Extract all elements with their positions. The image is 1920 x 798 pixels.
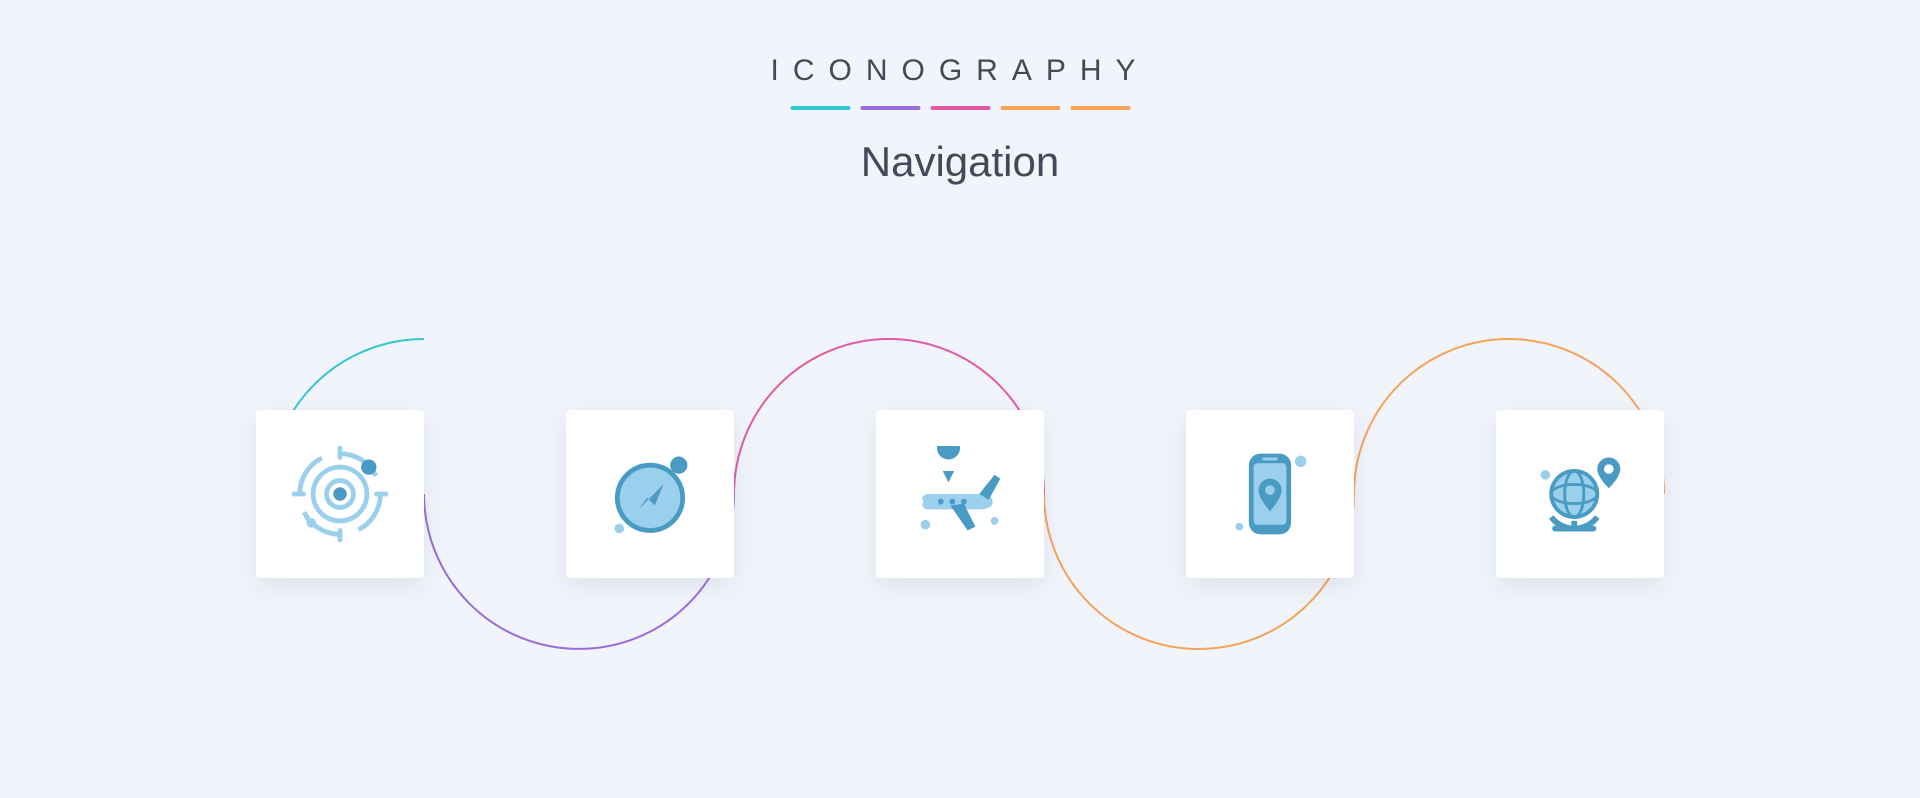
mobile-location-icon (1222, 446, 1318, 542)
header: ICONOGRAPHY Navigation (770, 54, 1149, 186)
accent-bar (930, 106, 990, 110)
accent-bar (1070, 106, 1130, 110)
accent-bar (1000, 106, 1060, 110)
icon-row (0, 410, 1920, 578)
icon-card (566, 410, 734, 578)
radar-target-icon (292, 446, 388, 542)
accent-bar (790, 106, 850, 110)
category-title: Navigation (861, 138, 1059, 186)
airplane-pin-icon (912, 446, 1008, 542)
icon-card (1496, 410, 1664, 578)
accent-bars (790, 106, 1130, 110)
icon-card (1186, 410, 1354, 578)
accent-bar (860, 106, 920, 110)
globe-pin-icon (1532, 446, 1628, 542)
compass-share-icon (602, 446, 698, 542)
icon-card (256, 410, 424, 578)
brand-title: ICONOGRAPHY (770, 54, 1149, 88)
icon-card (876, 410, 1044, 578)
